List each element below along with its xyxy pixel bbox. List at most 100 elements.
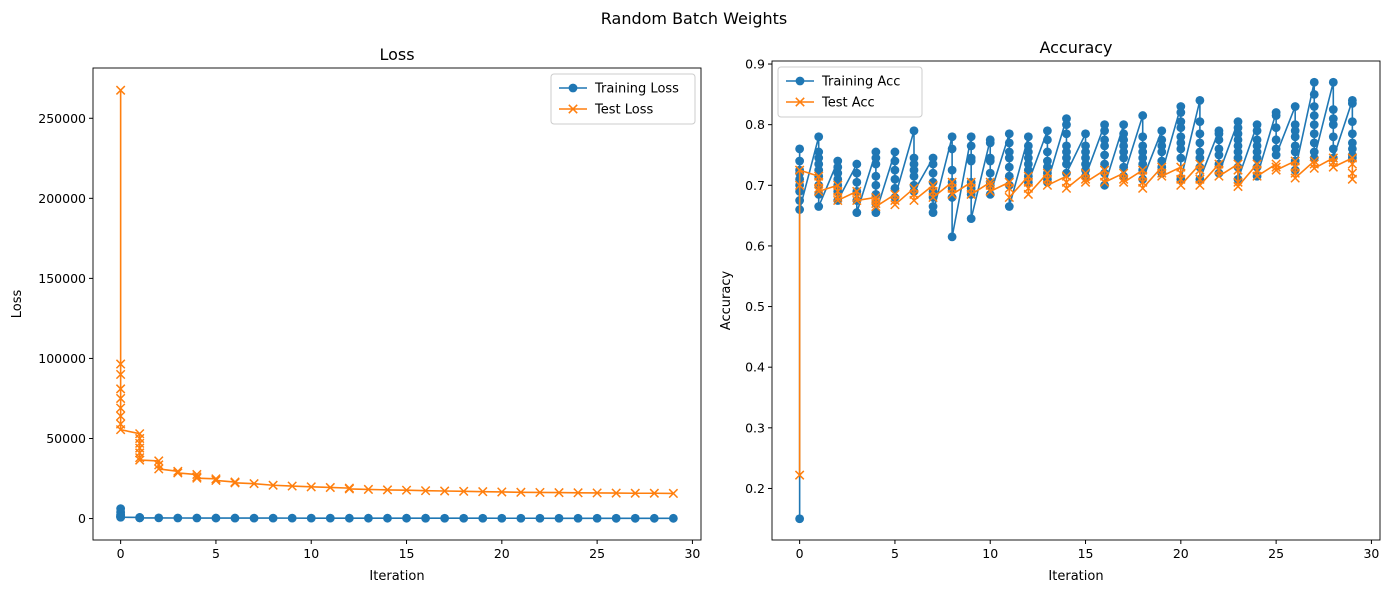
data-point <box>1233 165 1243 175</box>
data-point <box>1214 150 1224 160</box>
data-point <box>890 147 900 157</box>
data-point <box>1233 135 1243 145</box>
data-point <box>813 186 824 197</box>
data-point <box>871 201 881 212</box>
data-point <box>1138 111 1148 120</box>
data-point <box>928 159 938 169</box>
data-point <box>592 513 602 523</box>
data-point <box>154 513 164 523</box>
data-point <box>1118 174 1129 184</box>
data-point <box>1309 159 1319 169</box>
data-point <box>1328 120 1338 130</box>
data-point <box>173 466 183 477</box>
data-point <box>794 470 805 480</box>
data-point <box>852 195 862 206</box>
y-tick-label: 200000 <box>38 191 86 206</box>
y-tick-label: 0.4 <box>745 360 765 375</box>
data-point <box>1119 153 1129 163</box>
data-point <box>1062 153 1071 163</box>
data-point <box>833 195 843 206</box>
data-point <box>1119 147 1129 157</box>
data-point <box>668 513 678 523</box>
data-point <box>871 171 881 181</box>
data-point <box>890 174 900 184</box>
data-point <box>268 513 278 523</box>
data-point <box>833 156 843 166</box>
loss-legend: Training Loss Test Loss <box>550 73 696 125</box>
data-point <box>1043 126 1052 136</box>
data-point <box>1252 126 1262 136</box>
data-point <box>985 168 995 178</box>
data-point <box>115 384 126 394</box>
loss-axes-frame <box>92 67 702 541</box>
data-point <box>439 486 450 496</box>
data-point <box>1081 159 1090 169</box>
data-point <box>1309 129 1319 139</box>
data-point <box>1271 144 1281 154</box>
data-point <box>1137 183 1148 194</box>
data-point <box>1309 77 1319 87</box>
data-point <box>1309 156 1319 166</box>
data-point <box>1023 165 1033 175</box>
data-point <box>1195 117 1205 127</box>
data-point <box>814 159 824 169</box>
data-point <box>1157 141 1167 151</box>
data-point <box>1309 102 1319 111</box>
data-point <box>1081 153 1090 163</box>
data-point <box>325 482 336 493</box>
data-point <box>383 513 392 523</box>
data-point <box>459 513 469 523</box>
data-point <box>795 156 805 166</box>
data-point <box>1290 147 1300 157</box>
data-point <box>985 189 995 199</box>
data-point <box>833 162 843 172</box>
data-point <box>1062 141 1071 151</box>
data-point <box>928 168 938 178</box>
data-point <box>928 208 938 217</box>
data-point <box>1233 177 1243 187</box>
acc-plot-area <box>794 77 1358 524</box>
data-point <box>1309 89 1319 99</box>
data-point <box>814 202 824 211</box>
data-point <box>947 189 957 200</box>
data-point <box>871 180 881 190</box>
data-point <box>1081 147 1090 157</box>
data-point <box>1347 99 1357 108</box>
data-point <box>573 488 583 498</box>
data-point <box>173 513 183 523</box>
data-point <box>1119 141 1129 151</box>
data-point <box>1081 165 1090 175</box>
legend-box <box>550 73 696 125</box>
data-point <box>1100 126 1109 136</box>
data-point <box>852 208 862 217</box>
data-point <box>1271 135 1281 145</box>
data-point <box>966 156 976 166</box>
data-point <box>1252 141 1262 151</box>
data-point <box>478 513 488 523</box>
legend-box <box>777 66 923 118</box>
data-point <box>192 513 202 523</box>
x-tick-label: 0 <box>796 546 804 561</box>
data-point <box>1309 138 1319 148</box>
data-point <box>192 469 202 480</box>
data-point <box>1328 114 1338 124</box>
figure-suptitle: Random Batch Weights <box>601 9 787 28</box>
data-point <box>1157 126 1167 136</box>
data-point <box>1309 147 1319 157</box>
series-line <box>798 157 1354 476</box>
data-point <box>211 513 221 523</box>
data-point <box>909 165 919 175</box>
y-tick-label: 150000 <box>38 271 86 286</box>
data-point <box>116 512 126 522</box>
data-point <box>1100 159 1109 169</box>
data-point <box>1309 153 1319 163</box>
data-point <box>1214 171 1224 181</box>
y-tick-label: 50000 <box>46 431 86 446</box>
data-point <box>928 192 938 203</box>
data-point <box>1042 180 1053 191</box>
data-point <box>115 369 126 380</box>
data-point <box>909 126 919 136</box>
data-point <box>1347 174 1358 184</box>
series-test-acc <box>794 153 1358 480</box>
